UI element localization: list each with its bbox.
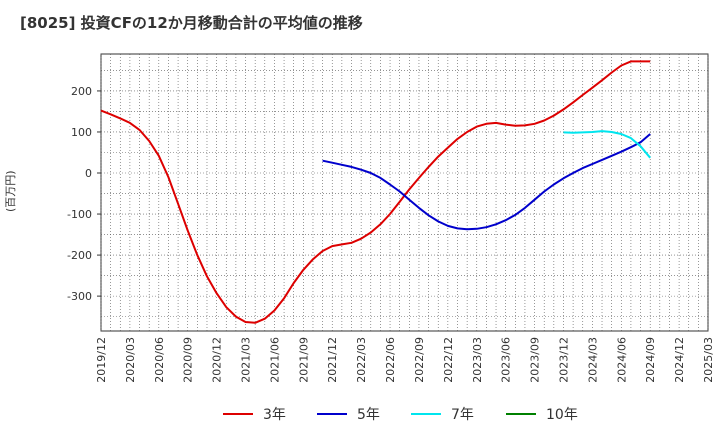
series-line-7年 <box>563 130 651 159</box>
x-tick-label: 2023/06 <box>500 337 513 383</box>
x-tick-label: 2024/12 <box>673 337 686 383</box>
x-tick-label: 2024/03 <box>586 337 599 383</box>
x-tick-label: 2020/09 <box>182 337 195 383</box>
y-tick-label: -300 <box>67 290 92 303</box>
x-tick-label: 2021/12 <box>326 337 339 383</box>
x-tick-label: 2022/06 <box>384 337 397 383</box>
x-tick-label: 2024/09 <box>644 337 657 383</box>
y-tick-label: 200 <box>71 85 92 98</box>
legend-label: 3年 <box>263 407 286 423</box>
chart-title: [8025] 投資CFの12か月移動合計の平均値の推移 <box>20 14 363 32</box>
x-tick-label: 2019/12 <box>95 337 108 383</box>
x-tick-label: 2020/12 <box>211 337 224 383</box>
x-tick-label: 2021/03 <box>240 337 253 383</box>
legend-label: 7年 <box>451 407 474 423</box>
x-tick-label: 2022/12 <box>442 337 455 383</box>
y-tick-label: -100 <box>67 208 92 221</box>
x-tick-label: 2022/09 <box>413 337 426 383</box>
y-tick-label: -200 <box>67 249 92 262</box>
x-tick-label: 2025/03 <box>702 337 715 383</box>
x-tick-label: 2023/03 <box>471 337 484 383</box>
plot-area <box>100 53 709 332</box>
x-tick-label: 2021/06 <box>268 337 281 383</box>
x-tick-labels: 2019/12 2020/03 2020/06 2020/09 2020/12 2021/… <box>95 337 715 383</box>
series-line-5年 <box>322 133 651 231</box>
y-tick-label: 100 <box>71 126 92 139</box>
x-tick-label: 2023/12 <box>557 337 570 383</box>
y-tick-label: 0 <box>85 167 92 180</box>
legend-label: 5年 <box>357 407 380 423</box>
y-tick-labels: 200 100 0 -100 -200 -300 <box>67 85 101 303</box>
series-lines <box>100 60 651 324</box>
legend: 3年 5年 7年 10年 <box>223 407 578 423</box>
x-tick-label: 2020/06 <box>153 337 166 383</box>
series-line-3年 <box>100 60 651 324</box>
x-tick-label: 2024/06 <box>615 337 628 383</box>
x-tick-label: 2021/09 <box>297 337 310 383</box>
grid-lines <box>100 54 709 331</box>
x-tick-label: 2023/09 <box>529 337 542 383</box>
x-tick-label: 2020/03 <box>124 337 137 383</box>
x-tick-label: 2022/03 <box>355 337 368 383</box>
legend-label: 10年 <box>546 407 578 423</box>
